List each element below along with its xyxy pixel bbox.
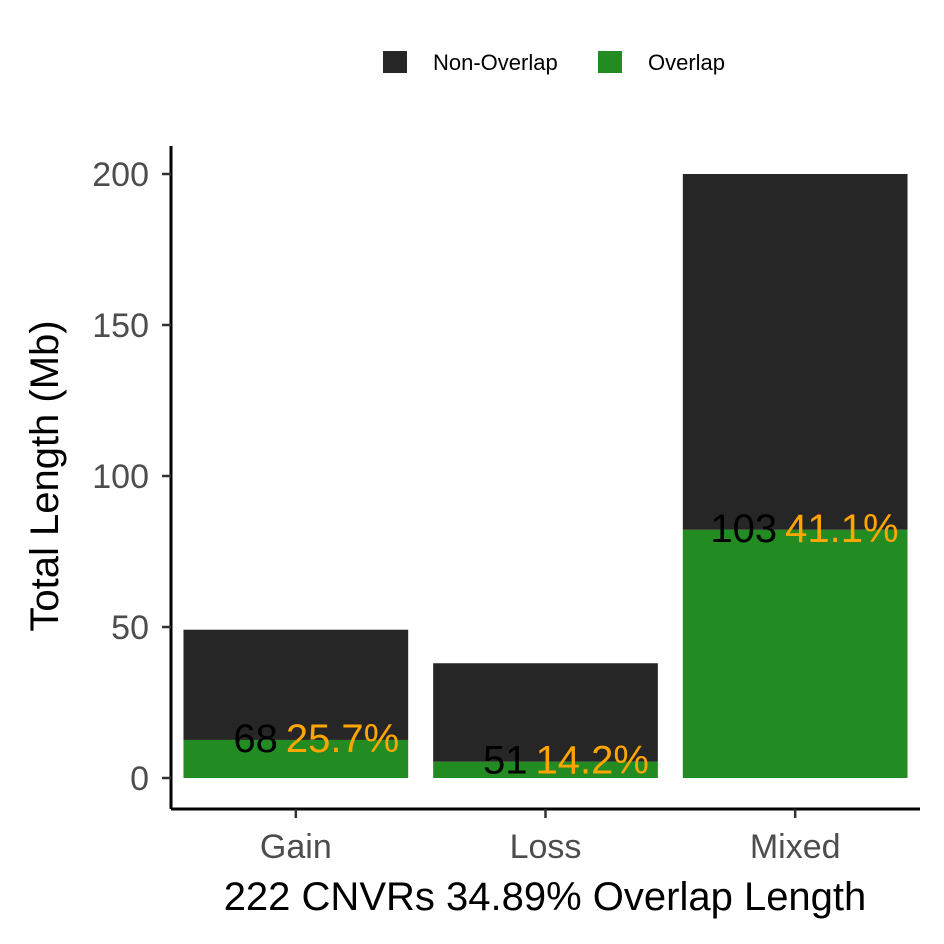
y-axis-title: Total Length (Mb) — [23, 320, 67, 631]
legend-swatch-non-overlap — [383, 51, 407, 73]
x-tick-label-loss: Loss — [510, 828, 582, 866]
count-label-gain: 68 — [233, 717, 278, 761]
bar-overlap-gain — [183, 739, 409, 778]
percent-label-loss: 14.2% — [536, 739, 649, 783]
legend-label-overlap: Overlap — [648, 50, 725, 75]
bar-overlap-loss — [433, 761, 658, 778]
bar-non-overlap-mixed — [682, 174, 908, 530]
count-label-mixed: 103 — [710, 507, 777, 551]
bars — [183, 174, 908, 778]
y-tick-label: 50 — [111, 609, 149, 647]
y-tick-label: 200 — [92, 156, 149, 194]
x-tick-label-mixed: Mixed — [750, 828, 841, 866]
bar-non-overlap-gain — [183, 629, 409, 740]
legend-swatch-overlap — [598, 51, 622, 73]
count-label-loss: 51 — [483, 739, 528, 783]
legend-label-non-overlap: Non-Overlap — [433, 50, 558, 75]
x-tick-label-gain: Gain — [260, 828, 332, 866]
x-axis-title: 222 CNVRs 34.89% Overlap Length — [224, 875, 867, 919]
axes: 0 50 100 150 200 Gain Loss Mixed — [92, 146, 920, 866]
legend: Non-Overlap Overlap — [383, 50, 725, 75]
percent-label-gain: 25.7% — [286, 717, 399, 761]
bar-labels: 68 25.7% 51 14.2% 103 41.1% — [233, 507, 898, 783]
y-tick-label: 100 — [92, 458, 149, 496]
percent-label-mixed: 41.1% — [785, 507, 898, 551]
bar-overlap-mixed — [682, 529, 908, 778]
y-tick-label: 150 — [92, 307, 149, 345]
y-tick-label: 0 — [130, 760, 149, 798]
bar-non-overlap-loss — [433, 663, 658, 762]
